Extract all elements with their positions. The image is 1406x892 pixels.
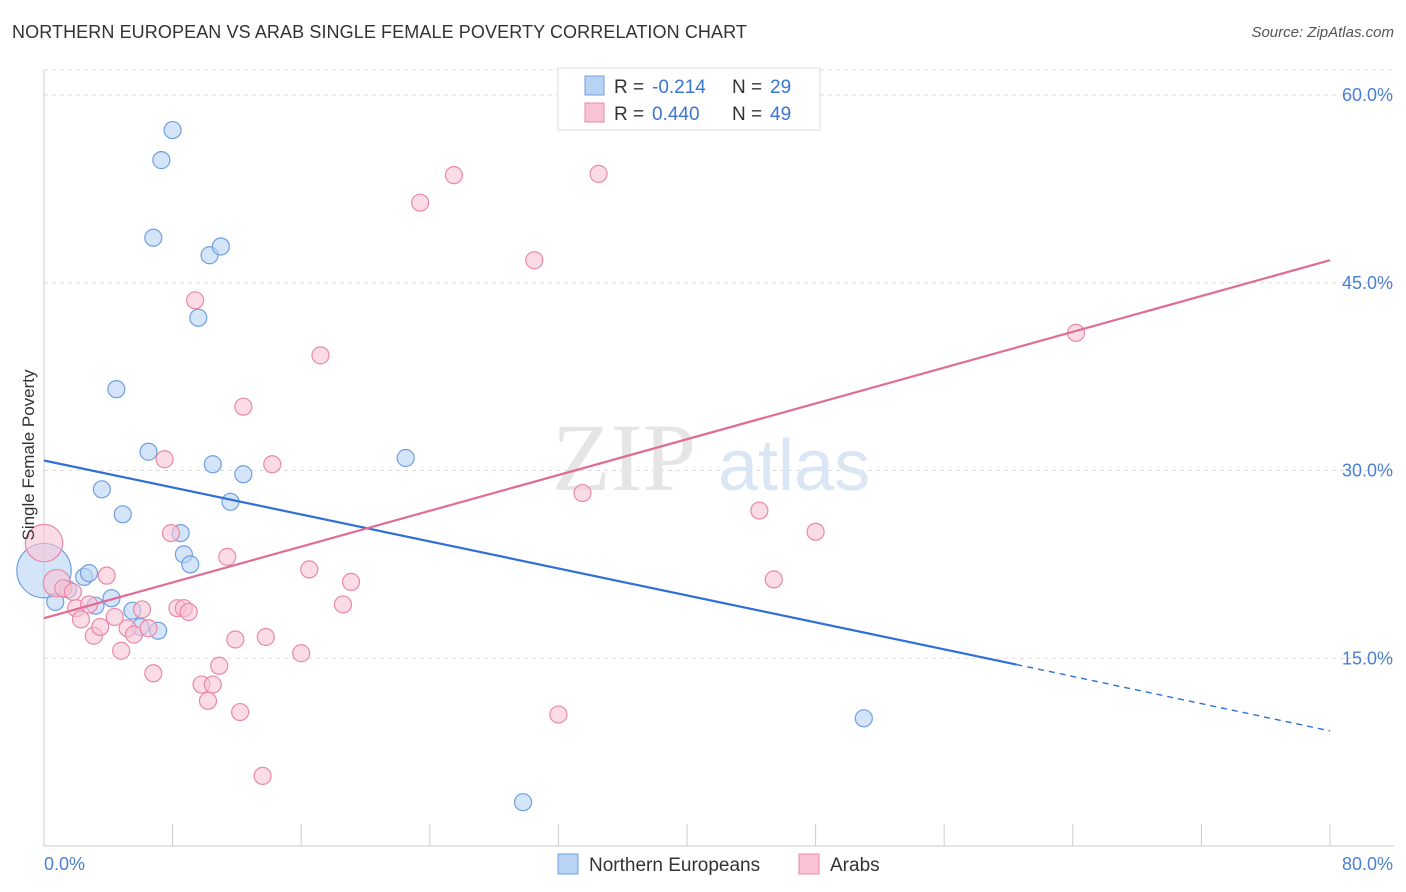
x-tick-label-1: 80.0% — [1342, 854, 1393, 874]
point-arabs-15 — [139, 619, 158, 638]
point-arabs-24 — [198, 691, 218, 710]
point-arabs-34 — [292, 644, 311, 663]
point-arabs-16 — [144, 664, 163, 683]
point-arabs-10 — [105, 607, 124, 627]
point-northern-europeans-25 — [396, 448, 415, 468]
stats-legend-r-label-blue: R = — [614, 77, 644, 98]
series-legend: Northern Europeans Arabs — [557, 853, 880, 876]
point-arabs-21 — [179, 602, 198, 622]
point-northern-europeans-21 — [203, 455, 222, 474]
point-arabs-0 — [24, 523, 64, 563]
y-tick-label-0: 15.0% — [1342, 648, 1393, 668]
y-tick-label-2: 45.0% — [1342, 273, 1393, 293]
chart-source: Source: ZipAtlas.com — [1251, 24, 1394, 41]
legend-label-northern-europeans: Northern Europeans — [589, 855, 760, 876]
point-northern-europeans-18 — [181, 555, 200, 574]
stats-legend-r-value-pink: 0.440 — [652, 104, 700, 125]
trend-line-northern-europeans — [43, 459, 1017, 666]
point-northern-europeans-19 — [189, 308, 208, 327]
legend-swatch-arabs — [798, 853, 820, 875]
stats-legend-n-label-pink: N = — [732, 104, 762, 125]
y-tick-label-3: 60.0% — [1342, 85, 1393, 105]
chart-title: NORTHERN EUROPEAN VS ARAB SINGLE FEMALE … — [12, 22, 747, 42]
point-northern-europeans-13 — [144, 228, 163, 247]
stats-legend-n-label-blue: N = — [732, 77, 762, 98]
point-arabs-8 — [91, 617, 110, 637]
point-arabs-35 — [300, 560, 319, 579]
point-arabs-31 — [253, 766, 272, 786]
point-arabs-39 — [411, 193, 430, 212]
point-arabs-29 — [234, 397, 253, 416]
stats-legend-r-value-blue: -0.214 — [652, 77, 706, 98]
y-tick-label-1: 30.0% — [1342, 461, 1393, 481]
point-arabs-45 — [750, 501, 769, 520]
point-arabs-47 — [806, 522, 825, 541]
point-arabs-43 — [573, 483, 592, 503]
point-arabs-17 — [155, 450, 174, 469]
x-tick-label-0: 0.0% — [44, 854, 85, 874]
point-northern-europeans-12 — [139, 442, 158, 461]
point-arabs-30 — [231, 702, 250, 722]
point-arabs-38 — [341, 572, 361, 592]
trend-line-northern-europeans-extension — [1016, 663, 1331, 732]
data-points — [16, 120, 1086, 812]
stats-legend-swatch-blue — [584, 75, 605, 96]
point-arabs-18 — [161, 523, 181, 543]
trend-lines — [43, 259, 1331, 732]
watermark-atlas: atlas — [718, 426, 870, 506]
legend-swatch-northern-europeans — [557, 853, 579, 875]
point-arabs-22 — [186, 291, 205, 310]
point-northern-europeans-8 — [107, 380, 126, 399]
axes — [43, 70, 1394, 847]
point-arabs-46 — [764, 570, 783, 589]
point-arabs-44 — [589, 164, 608, 183]
point-northern-europeans-27 — [854, 709, 873, 728]
point-arabs-9 — [97, 566, 116, 585]
tick-labels: 15.0% 30.0% 45.0% 60.0% 0.0% 80.0% — [44, 85, 1393, 874]
point-arabs-5 — [71, 610, 91, 629]
point-arabs-26 — [210, 656, 229, 675]
y-axis-title: Single Female Poverty — [19, 369, 38, 541]
grid-lines — [44, 69, 1394, 659]
stats-legend: R = -0.214 N = 29 R = 0.440 N = 49 — [557, 67, 821, 131]
point-arabs-41 — [525, 251, 544, 270]
point-northern-europeans-4 — [79, 564, 99, 583]
stats-legend-n-value-pink: 49 — [770, 104, 791, 125]
point-northern-europeans-14 — [152, 151, 171, 170]
point-northern-europeans-22 — [211, 237, 230, 256]
legend-label-arabs: Arabs — [830, 855, 880, 876]
point-arabs-11 — [112, 641, 131, 660]
point-arabs-32 — [256, 627, 275, 647]
point-northern-europeans-26 — [513, 793, 533, 812]
point-arabs-37 — [333, 595, 353, 614]
stats-legend-swatch-pink — [584, 102, 605, 123]
point-arabs-3 — [63, 582, 83, 602]
point-arabs-14 — [132, 600, 152, 619]
point-arabs-27 — [218, 547, 237, 566]
stats-legend-r-label-pink: R = — [614, 104, 644, 125]
point-arabs-42 — [549, 705, 568, 724]
point-northern-europeans-9 — [113, 505, 132, 524]
point-northern-europeans-24 — [234, 465, 253, 484]
trend-line-arabs — [43, 259, 1331, 620]
point-arabs-33 — [263, 455, 282, 474]
watermark: ZIP atlas — [552, 404, 870, 511]
stats-legend-n-value-blue: 29 — [770, 77, 791, 98]
point-northern-europeans-15 — [163, 120, 182, 140]
point-northern-europeans-6 — [92, 480, 111, 499]
point-arabs-36 — [311, 346, 330, 365]
point-arabs-25 — [203, 675, 222, 694]
point-arabs-40 — [444, 166, 464, 185]
point-arabs-28 — [226, 630, 245, 649]
